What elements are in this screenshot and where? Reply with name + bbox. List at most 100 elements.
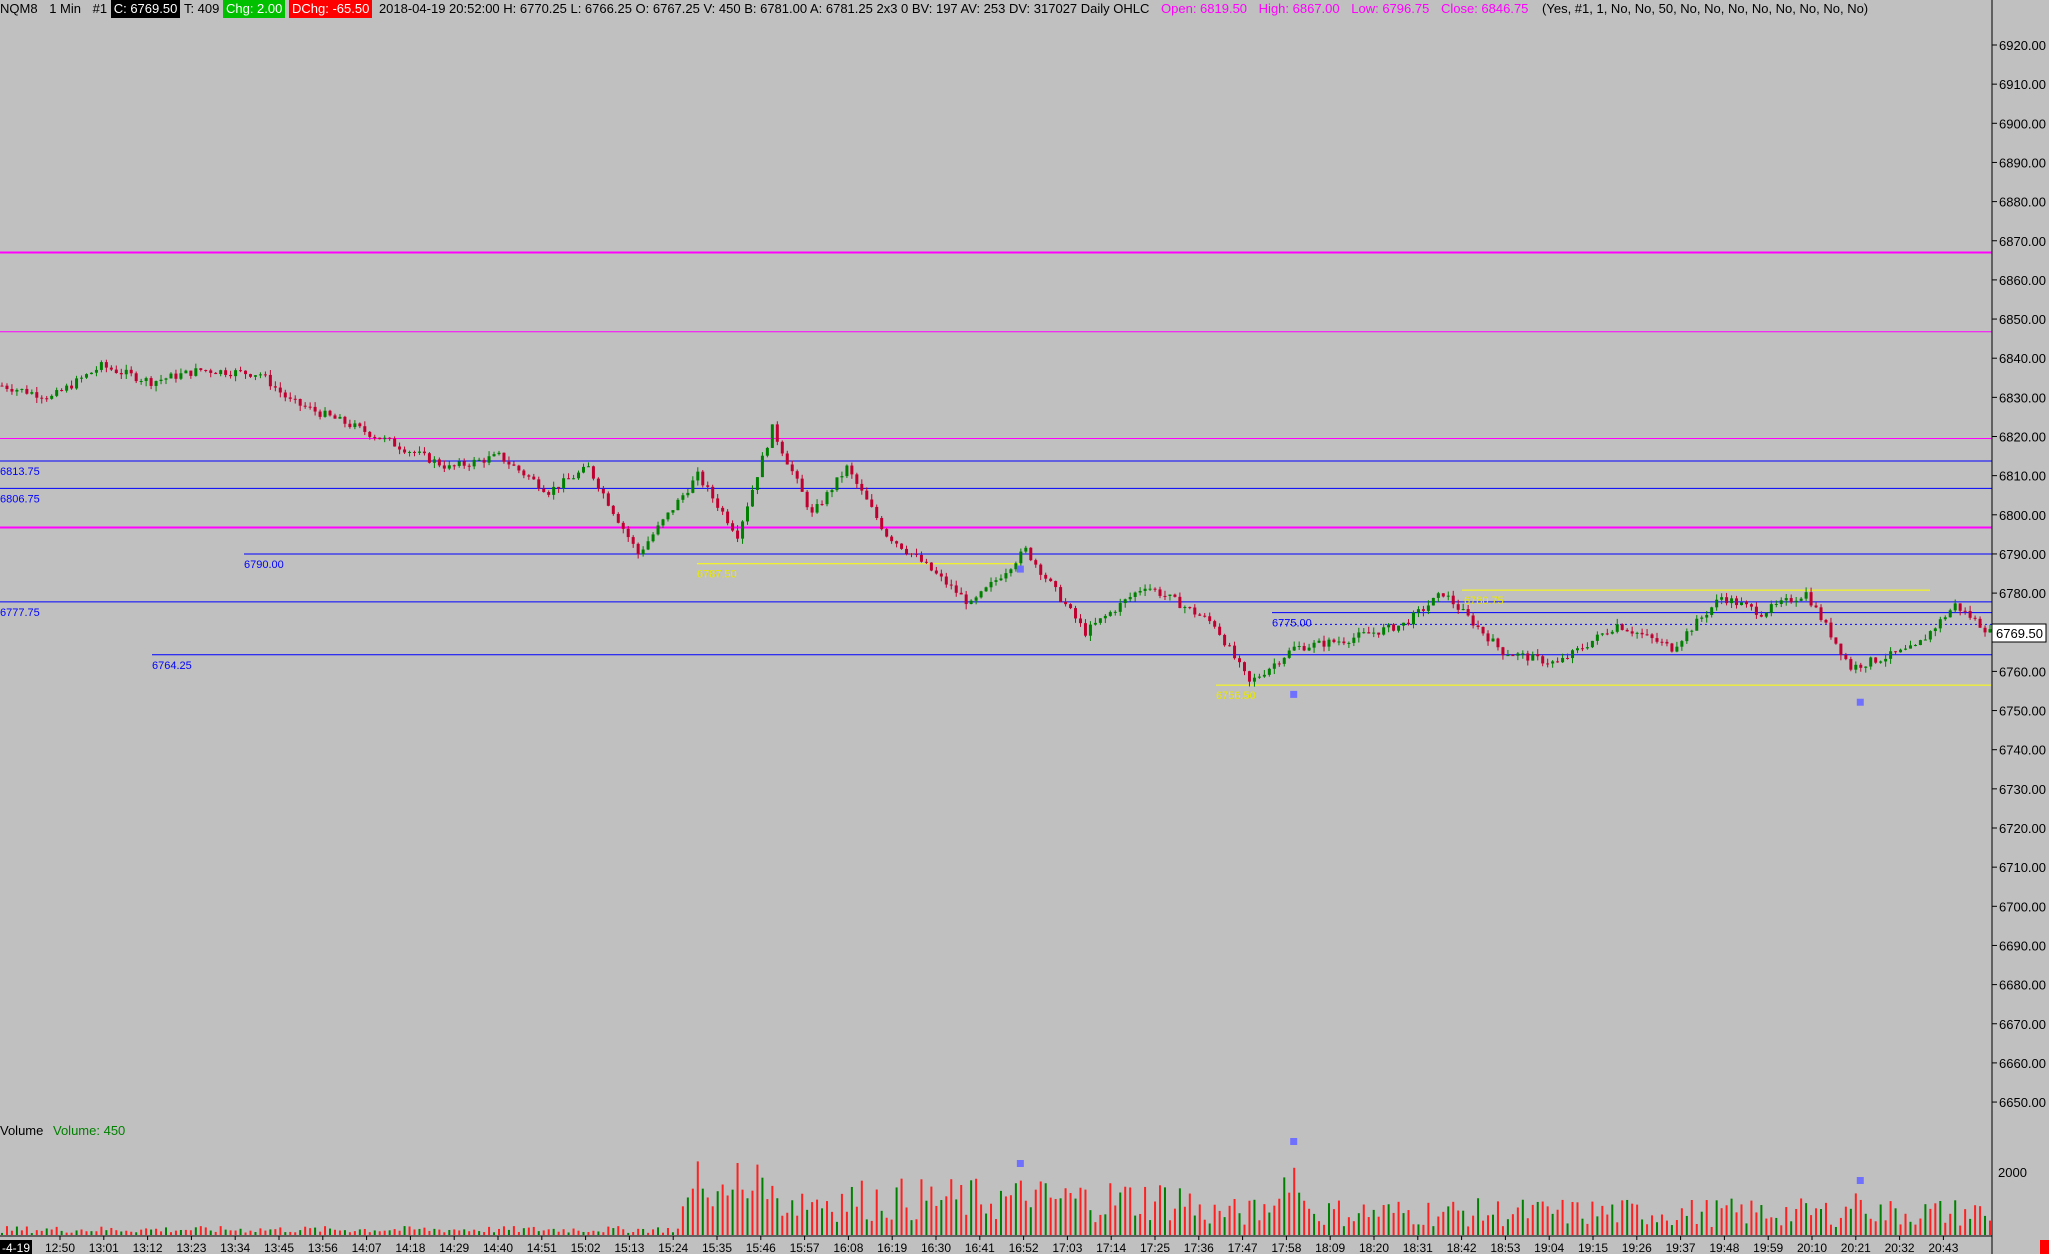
candle-body [1317,640,1321,643]
volume-bar [5,1226,8,1235]
candle-body [939,573,943,577]
volume-bar [1099,1214,1102,1235]
candle-body [452,465,456,467]
candle-body [974,597,978,601]
volume-bar [1894,1208,1897,1235]
volume-bar [1228,1205,1231,1235]
volume-bar [1487,1215,1490,1235]
candle-body [1779,600,1783,605]
volume-bar [999,1190,1002,1235]
candle-body [1183,607,1187,609]
candle-body [1526,653,1530,661]
candle-body [492,454,496,457]
time-axis[interactable]: 12:50 13:01 13:12 13:23 13:34 13:45 13:56 14:07… [45,1236,1959,1254]
time-tick-label: 16:41 [965,1241,995,1254]
volume-bar [1710,1226,1713,1235]
candle-body [1819,607,1823,620]
candle-body [1824,619,1828,623]
volume-bar [413,1229,416,1235]
candle-body [934,570,938,574]
candle-body [1069,604,1073,609]
candle-body [1451,595,1455,605]
volume-bar [1273,1205,1276,1235]
volume-bar [264,1230,267,1235]
volume-bar [1839,1217,1842,1235]
candle-body [557,486,561,489]
candle-body [1859,664,1863,668]
candle-body [696,471,700,481]
candle-body [984,587,988,592]
volume-bar [279,1227,282,1235]
volume-bar [1824,1202,1827,1235]
candle-body [1571,650,1575,659]
volume-bar [1367,1217,1370,1235]
candle-body [1496,638,1500,648]
volume-bar [1159,1185,1162,1235]
time-tick-label: 17:36 [1184,1241,1214,1254]
volume-bar [309,1228,312,1235]
price-tick-label: 6890.00 [1999,155,2046,170]
candle-body [154,381,158,386]
volume-bar [1695,1223,1698,1235]
candle-body [820,504,824,506]
price-tick-label: 6670.00 [1999,1017,2046,1032]
candle-body [497,452,501,455]
time-tick-label: 18:09 [1315,1241,1345,1254]
volume-bar [468,1231,471,1235]
interval-label: 1 Min [49,1,81,16]
time-tick-label: 14:40 [483,1241,513,1254]
volume-bar [1427,1202,1430,1235]
candle-body [591,466,595,479]
candle-body [1078,618,1082,624]
volume-bar [1526,1218,1529,1235]
volume-bar [1750,1200,1753,1235]
candle-body [1590,640,1594,648]
candle-body [1720,597,1724,600]
volume-bar [1576,1202,1579,1235]
candle-body [1277,663,1281,665]
time-tick-label: 16:30 [921,1241,951,1254]
candle-body [1029,547,1033,561]
volume-bar [150,1229,153,1235]
candle-body [25,388,29,394]
candle-body [755,477,759,490]
candle-body [139,381,143,383]
volume-bar [1810,1215,1813,1235]
volume-bar [1591,1201,1594,1235]
volume-bar [955,1199,958,1235]
volume-bar [1979,1206,1982,1235]
time-tick-label: 20:21 [1841,1241,1871,1254]
candle-body [283,392,287,398]
price-tick-label: 6700.00 [1999,899,2046,914]
volume-bar [448,1229,451,1235]
volume-bar [1144,1186,1147,1235]
chart-header: NQM8 1 Min #1 C: 6769.50 T: 409 Chg: 2.0… [0,0,1990,18]
candle-body [825,492,829,505]
volume-bar [403,1226,406,1235]
candle-body [194,368,198,376]
volume-bar [1452,1201,1455,1235]
volume-bar [840,1193,843,1235]
candle-body [1367,632,1371,634]
volume-bar [269,1229,272,1235]
volume-bar [1009,1195,1012,1235]
candle-body [383,437,387,440]
volume-bar [1392,1212,1395,1235]
candle-body [840,476,844,478]
candle-body [736,530,740,539]
candle-body [1899,649,1903,653]
volume-bar [1869,1218,1872,1235]
candle-body [1620,624,1624,630]
candle-body [1297,646,1301,648]
candle-body [84,374,88,378]
volume-bar [1536,1201,1539,1235]
price-axis[interactable]: 6920.00 6910.00 6900.00 6890.00 6880.00 6870.… [1992,38,2046,1110]
volume-bar [1288,1192,1291,1235]
volume-bar [1283,1177,1286,1235]
volume-bar [1054,1199,1057,1235]
volume-bar [1432,1226,1435,1235]
volume-bar [1482,1220,1485,1235]
volume-bar [786,1212,789,1235]
candle-body [885,529,889,537]
